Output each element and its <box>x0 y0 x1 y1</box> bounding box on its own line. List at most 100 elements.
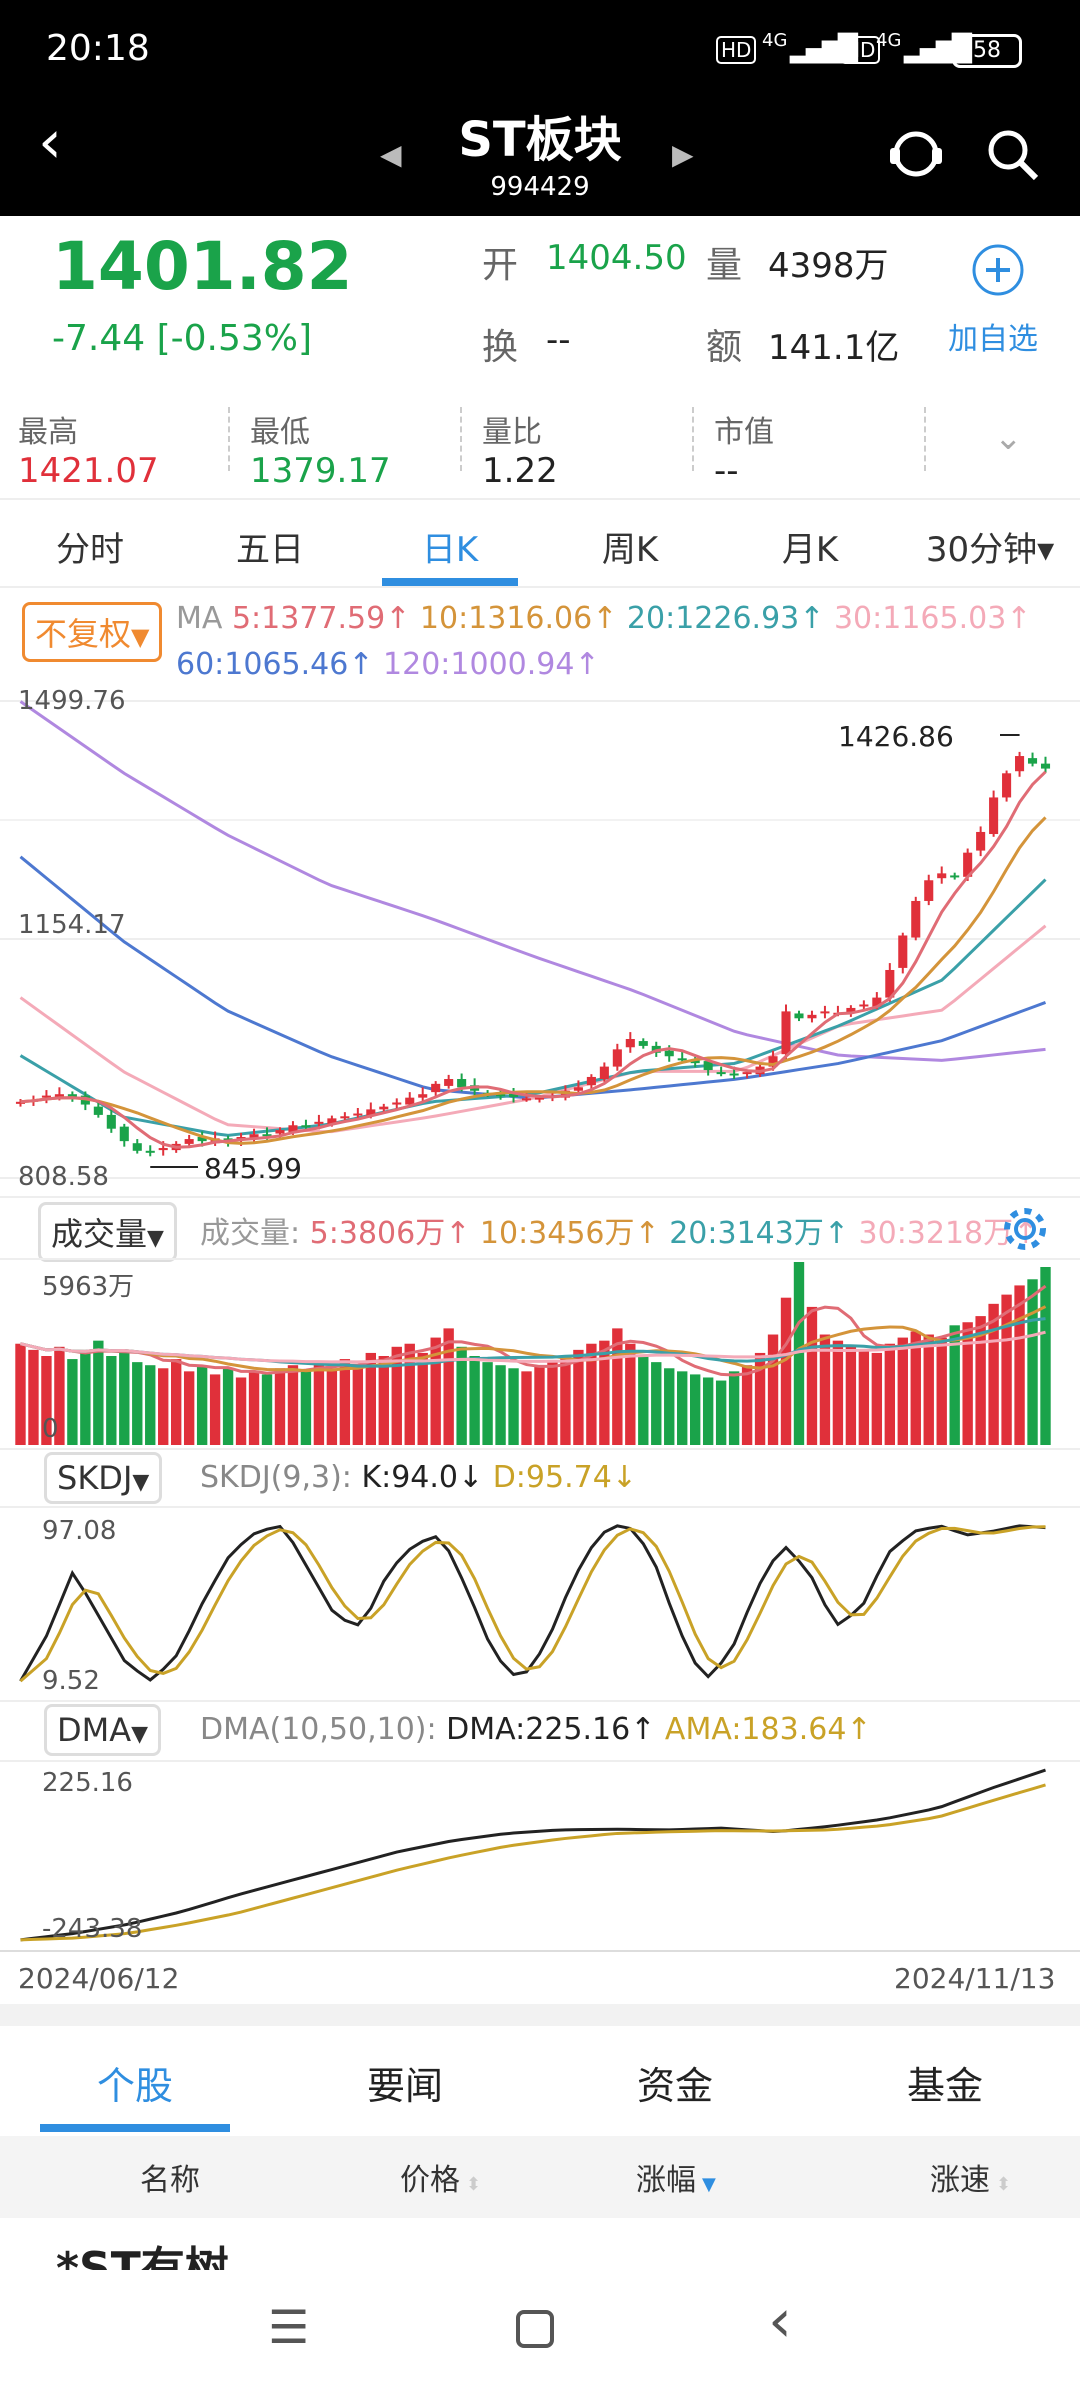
candle <box>392 1102 402 1105</box>
candle <box>340 1116 350 1119</box>
volume-bar <box>417 1352 428 1445</box>
candle <box>612 1049 622 1067</box>
candle <box>781 1011 791 1055</box>
candle <box>677 1058 687 1061</box>
dma-indicator-selector[interactable]: DMA▼ <box>44 1704 162 1756</box>
volume-bar <box>430 1337 441 1445</box>
candle <box>859 1004 869 1007</box>
add-watchlist-icon[interactable] <box>970 242 1026 298</box>
volume-bar <box>793 1262 805 1445</box>
turnover-label: 换 <box>482 327 519 368</box>
date-start: 2024/06/12 <box>18 1962 180 1995</box>
tab-period[interactable]: 日K <box>421 530 479 570</box>
dma-params: DMA(10,50,10): <box>200 1712 437 1747</box>
expand-chevron-icon[interactable]: ⌄ <box>994 418 1023 458</box>
ma120-line <box>19 700 1046 1062</box>
candle <box>54 1094 64 1098</box>
tab-period[interactable]: 五日 <box>236 530 304 570</box>
settings-gear-icon[interactable] <box>1000 1204 1050 1254</box>
candle <box>625 1038 635 1048</box>
menu-icon[interactable]: ☰ <box>268 2300 310 2354</box>
candle <box>145 1150 155 1153</box>
sort-icon: ⬍ <box>466 2174 482 2195</box>
tab-period[interactable]: 分时 <box>56 530 124 570</box>
tab-period[interactable]: 周K <box>601 530 659 570</box>
candle <box>794 1013 804 1019</box>
skdj-legend: SKDJ(9,3): K:94.0↓ D:95.74↓ <box>200 1460 637 1495</box>
skdj-chart[interactable] <box>0 1506 1080 1700</box>
open-value: 1404.50 <box>546 238 687 278</box>
candle <box>444 1079 454 1086</box>
bottom-tab[interactable]: 要闻 <box>366 2064 443 2108</box>
column-header[interactable]: 涨速 ⬍ <box>930 2155 1011 2199</box>
adjust-selector[interactable]: 不复权▼ <box>22 602 163 662</box>
candle <box>158 1148 168 1151</box>
prev-arrow-icon[interactable]: ◀ <box>380 138 402 171</box>
skdj-indicator-selector[interactable]: SKDJ▼ <box>44 1452 163 1504</box>
back-icon[interactable]: ‹ <box>38 107 62 177</box>
volume-bar <box>767 1334 779 1445</box>
candle <box>807 1014 817 1019</box>
volume-bar <box>132 1362 143 1445</box>
volume-bar <box>443 1328 454 1445</box>
volume-bar <box>119 1349 130 1445</box>
volume-bar <box>196 1365 208 1445</box>
candle <box>508 1093 519 1097</box>
ama-value: AMA:183.64↑ <box>664 1712 872 1747</box>
volume-bar <box>625 1343 636 1445</box>
volume-bar <box>352 1365 364 1445</box>
volume-indicator-selector[interactable]: 成交量▼ <box>38 1202 177 1262</box>
volume-bar <box>871 1352 883 1445</box>
ma-value: 120:1000.94↑ <box>383 647 600 682</box>
volume-bar <box>715 1380 727 1445</box>
amount-value: 141.1亿 <box>768 328 900 368</box>
home-icon[interactable] <box>516 2310 554 2348</box>
candle <box>989 797 999 835</box>
dma-line <box>20 1768 1046 1942</box>
volume-bar <box>300 1371 312 1445</box>
volume-bar <box>404 1343 415 1445</box>
volume-bar <box>80 1352 91 1445</box>
stat-label: 最低 <box>250 415 310 450</box>
search-icon[interactable] <box>984 126 1040 182</box>
volume-ma30-line <box>20 1330 1046 1364</box>
price-change: -7.44 [-0.53%] <box>52 318 312 359</box>
customer-service-icon[interactable] <box>886 124 946 184</box>
volume-value: 4398万 <box>768 246 889 286</box>
tab-period[interactable]: 30分钟▾ <box>925 530 1055 570</box>
volume-bar <box>1040 1267 1051 1445</box>
bottom-tab[interactable]: 个股 <box>96 2064 173 2108</box>
bottom-tab[interactable]: 资金 <box>636 2064 713 2108</box>
candle <box>521 1098 532 1101</box>
column-header-label: 涨速 <box>930 2163 990 2198</box>
candle <box>937 873 947 879</box>
dma-chart[interactable] <box>0 1760 1080 1954</box>
stat-label: 量比 <box>482 415 542 450</box>
column-header[interactable]: 涨幅 ▼ <box>636 2155 716 2199</box>
next-arrow-icon[interactable]: ▶ <box>672 138 694 171</box>
candle <box>1040 763 1051 769</box>
sort-icon: ▼ <box>702 2174 716 2195</box>
candle <box>314 1121 324 1124</box>
date-end: 2024/11/13 <box>894 1962 1056 1995</box>
column-header-label: 涨幅 <box>636 2163 696 2198</box>
add-watchlist-button[interactable]: 加自选 <box>948 322 1038 357</box>
candlestick-chart[interactable] <box>0 680 1080 1200</box>
volume-bar <box>677 1371 688 1445</box>
column-header[interactable]: 名称 <box>140 2155 200 2199</box>
candle <box>379 1106 389 1110</box>
ma-value: 5:1377.59↑ <box>231 601 411 636</box>
back-nav-icon[interactable]: ‹ <box>768 2286 792 2356</box>
candle <box>301 1125 311 1128</box>
bottom-tab[interactable]: 基金 <box>906 2064 983 2108</box>
column-header[interactable]: 价格 ⬍ <box>400 2155 481 2199</box>
skdj-params: SKDJ(9,3): <box>200 1460 352 1495</box>
candle <box>768 1056 778 1067</box>
ma5-line <box>20 770 1047 1149</box>
volume-bar <box>1027 1279 1038 1445</box>
stat-value: -- <box>714 451 739 491</box>
volume-bar <box>170 1359 182 1445</box>
tab-period[interactable]: 月K <box>781 530 839 570</box>
volume-bar <box>560 1356 571 1445</box>
volume-chart[interactable] <box>0 1258 1080 1448</box>
